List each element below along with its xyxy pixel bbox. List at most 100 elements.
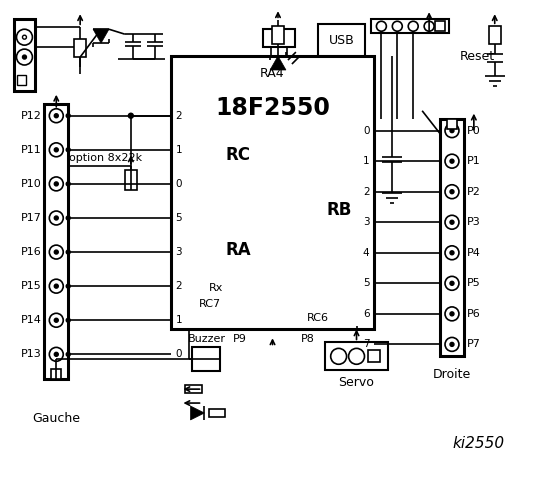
Text: P6: P6 (467, 309, 481, 319)
Text: RC6: RC6 (307, 312, 329, 323)
Circle shape (49, 211, 63, 225)
Circle shape (66, 318, 70, 322)
Bar (435, 21, 445, 31)
Text: 2: 2 (176, 281, 182, 291)
Circle shape (23, 35, 27, 39)
Text: Droite: Droite (433, 368, 471, 381)
Text: P2: P2 (467, 187, 481, 197)
Circle shape (450, 342, 454, 347)
Text: 1: 1 (176, 145, 182, 155)
Circle shape (445, 307, 459, 321)
Bar (44, 104, 68, 379)
Bar (318, 24, 366, 56)
Circle shape (348, 348, 364, 364)
Bar (74, 39, 86, 57)
Text: RC7: RC7 (199, 299, 221, 309)
Circle shape (49, 177, 63, 191)
Text: 3: 3 (176, 247, 182, 257)
Text: RA4: RA4 (260, 68, 285, 81)
Circle shape (49, 279, 63, 293)
Text: 18F2550: 18F2550 (215, 96, 330, 120)
Text: 2: 2 (363, 187, 369, 197)
Text: Reset: Reset (460, 49, 495, 62)
Circle shape (331, 348, 347, 364)
Text: Buzzer: Buzzer (187, 335, 226, 345)
Text: P14: P14 (20, 315, 41, 325)
Text: USB: USB (328, 34, 354, 47)
Text: P1: P1 (467, 156, 481, 166)
Circle shape (66, 148, 70, 152)
Bar (447, 119, 457, 129)
Text: Rx: Rx (208, 283, 223, 293)
Circle shape (49, 348, 63, 361)
Polygon shape (93, 29, 109, 43)
Bar (440, 119, 464, 356)
Bar (125, 170, 137, 190)
Text: P9: P9 (233, 335, 247, 345)
Circle shape (54, 216, 58, 220)
Text: 0: 0 (176, 349, 182, 360)
Text: 7: 7 (363, 339, 369, 349)
Circle shape (23, 55, 27, 59)
Text: RC: RC (225, 146, 251, 165)
Bar (185, 385, 202, 393)
Bar (192, 348, 220, 371)
Circle shape (49, 109, 63, 123)
Bar (272, 26, 284, 44)
Polygon shape (270, 56, 286, 70)
Bar (51, 369, 61, 379)
Text: 3: 3 (363, 217, 369, 227)
Circle shape (17, 49, 33, 65)
Text: 0: 0 (176, 179, 182, 189)
Circle shape (377, 21, 387, 31)
Circle shape (450, 159, 454, 163)
Circle shape (49, 143, 63, 157)
Text: ki2550: ki2550 (453, 436, 505, 451)
Text: P16: P16 (20, 247, 41, 257)
Text: P5: P5 (467, 278, 481, 288)
Text: P8: P8 (301, 335, 315, 345)
Circle shape (445, 154, 459, 168)
Circle shape (54, 318, 58, 322)
Text: P17: P17 (20, 213, 41, 223)
Text: P12: P12 (20, 111, 41, 121)
Circle shape (445, 337, 459, 351)
Bar (171, 56, 374, 329)
Text: 0: 0 (363, 126, 369, 136)
Text: P10: P10 (20, 179, 41, 189)
Text: RB: RB (327, 201, 352, 219)
Circle shape (54, 182, 58, 186)
Bar (13, 19, 35, 91)
Circle shape (66, 284, 70, 288)
Circle shape (128, 113, 133, 118)
Bar (17, 75, 27, 85)
Text: P7: P7 (467, 339, 481, 349)
Text: Servo: Servo (338, 376, 374, 389)
Text: 1: 1 (363, 156, 369, 166)
Circle shape (450, 251, 454, 255)
Bar (210, 409, 225, 417)
Circle shape (66, 250, 70, 254)
Circle shape (450, 281, 454, 285)
Circle shape (54, 250, 58, 254)
Text: 4: 4 (363, 248, 369, 258)
Circle shape (445, 216, 459, 229)
Bar (372, 19, 449, 33)
Text: 6: 6 (363, 309, 369, 319)
Circle shape (49, 313, 63, 327)
Circle shape (408, 21, 418, 31)
Circle shape (424, 21, 434, 31)
Circle shape (392, 21, 402, 31)
Circle shape (445, 185, 459, 199)
Circle shape (66, 182, 70, 186)
Circle shape (450, 312, 454, 316)
Circle shape (66, 352, 70, 356)
Text: P0: P0 (467, 126, 481, 136)
Text: P11: P11 (20, 145, 41, 155)
Text: 5: 5 (176, 213, 182, 223)
Circle shape (445, 124, 459, 138)
Circle shape (49, 245, 63, 259)
Polygon shape (190, 406, 205, 420)
Bar (325, 342, 388, 370)
Text: 1: 1 (176, 315, 182, 325)
